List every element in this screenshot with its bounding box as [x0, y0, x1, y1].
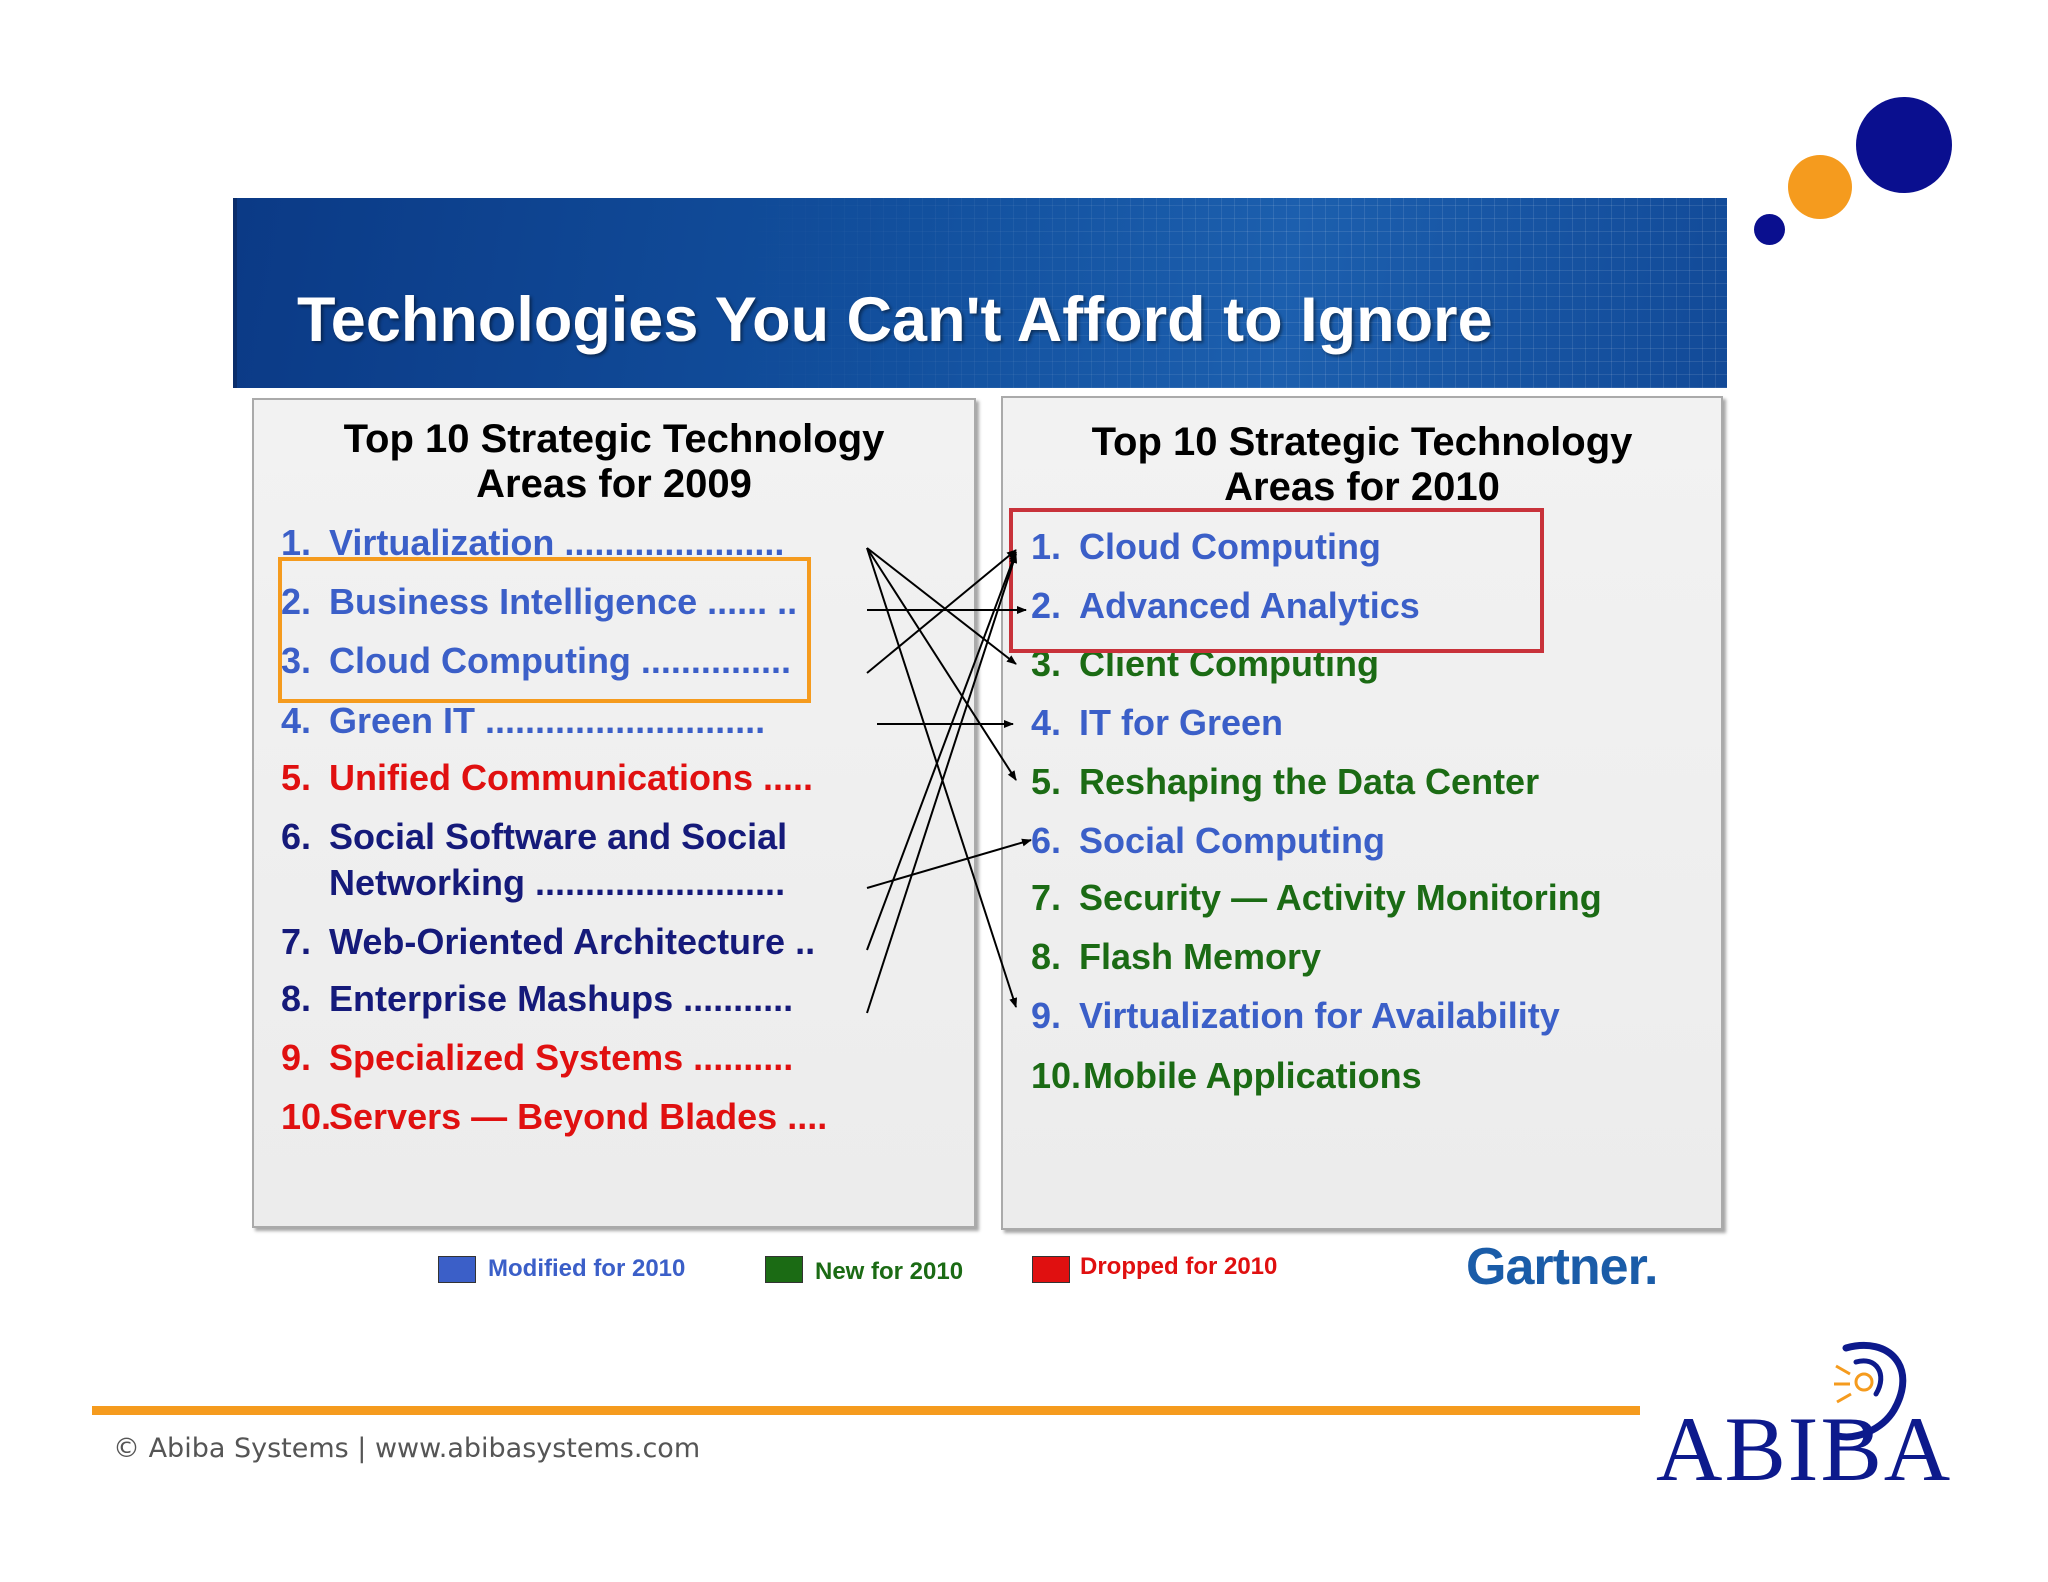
abiba-logo: ABIBA — [1656, 1342, 1950, 1496]
panel-2009: Top 10 Strategic Technology Areas for 20… — [252, 398, 976, 1228]
panel-2009-title-line2: Areas for 2009 — [476, 462, 752, 506]
highlight-box-orange — [278, 557, 811, 703]
legend-label-modified: Modified for 2010 — [488, 1255, 686, 1282]
panel-2010-title-line2: Areas for 2010 — [1224, 465, 1500, 509]
title-banner: Technologies You Can't Afford to Ignore — [233, 198, 1727, 388]
decor-dot-medium — [1788, 155, 1852, 219]
legend-swatch-new — [765, 1256, 803, 1283]
panel-2009-title-line1: Top 10 Strategic Technology — [343, 417, 885, 461]
list-item-2009-6-line2: Networking ......................... — [329, 862, 786, 903]
slide-title: Technologies You Can't Afford to Ignore — [297, 285, 1493, 355]
footer-divider — [92, 1406, 1640, 1415]
legend-label-new: New for 2010 — [815, 1258, 964, 1285]
abiba-logo-text: ABIBA — [1656, 1398, 1950, 1496]
decor-dot-large — [1856, 97, 1952, 193]
panel-2010-title-line1: Top 10 Strategic Technology — [1091, 420, 1633, 464]
footer-copyright: © Abiba Systems | www.abibasystems.com — [113, 1433, 701, 1464]
legend-swatch-dropped — [1032, 1256, 1070, 1283]
legend-label-dropped: Dropped for 2010 — [1080, 1253, 1278, 1280]
gartner-logo: Gartner. — [1466, 1238, 1658, 1296]
banner-grid-pattern — [727, 198, 1727, 388]
decor-dot-small — [1754, 214, 1785, 245]
panel-2010: Top 10 Strategic Technology Areas for 20… — [1001, 396, 1723, 1230]
legend-swatch-modified — [438, 1256, 476, 1283]
highlight-box-red — [1009, 508, 1544, 653]
